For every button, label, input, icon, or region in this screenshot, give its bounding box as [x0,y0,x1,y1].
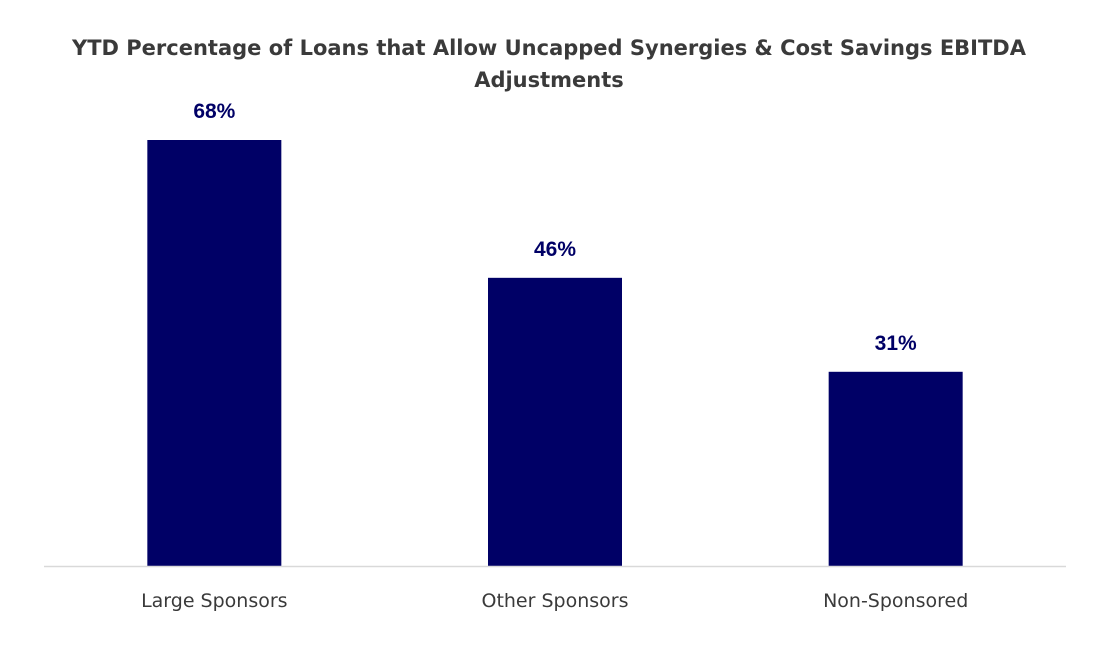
data-label-1: 46% [534,238,576,261]
data-label-2: 31% [875,332,917,355]
chart-title-line-2: Adjustments [474,68,624,92]
x-tick-label-0: Large Sponsors [141,590,288,612]
x-tick-label-1: Other Sponsors [481,590,628,612]
bars-group [147,140,963,566]
x-tick-label-2: Non-Sponsored [823,590,968,612]
data-labels-group: 68% 46% 31% [193,100,917,355]
bar-1 [488,277,622,566]
data-label-0: 68% [193,100,235,123]
bar-0 [147,140,282,566]
bar-2 [828,371,963,566]
chart-title-line-1: YTD Percentage of Loans that Allow Uncap… [72,36,1026,60]
x-tick-labels-group: Large Sponsors Other Sponsors Non-Sponsore… [141,590,968,612]
chart-title: YTD Percentage of Loans that Allow Uncap… [0,32,1098,96]
